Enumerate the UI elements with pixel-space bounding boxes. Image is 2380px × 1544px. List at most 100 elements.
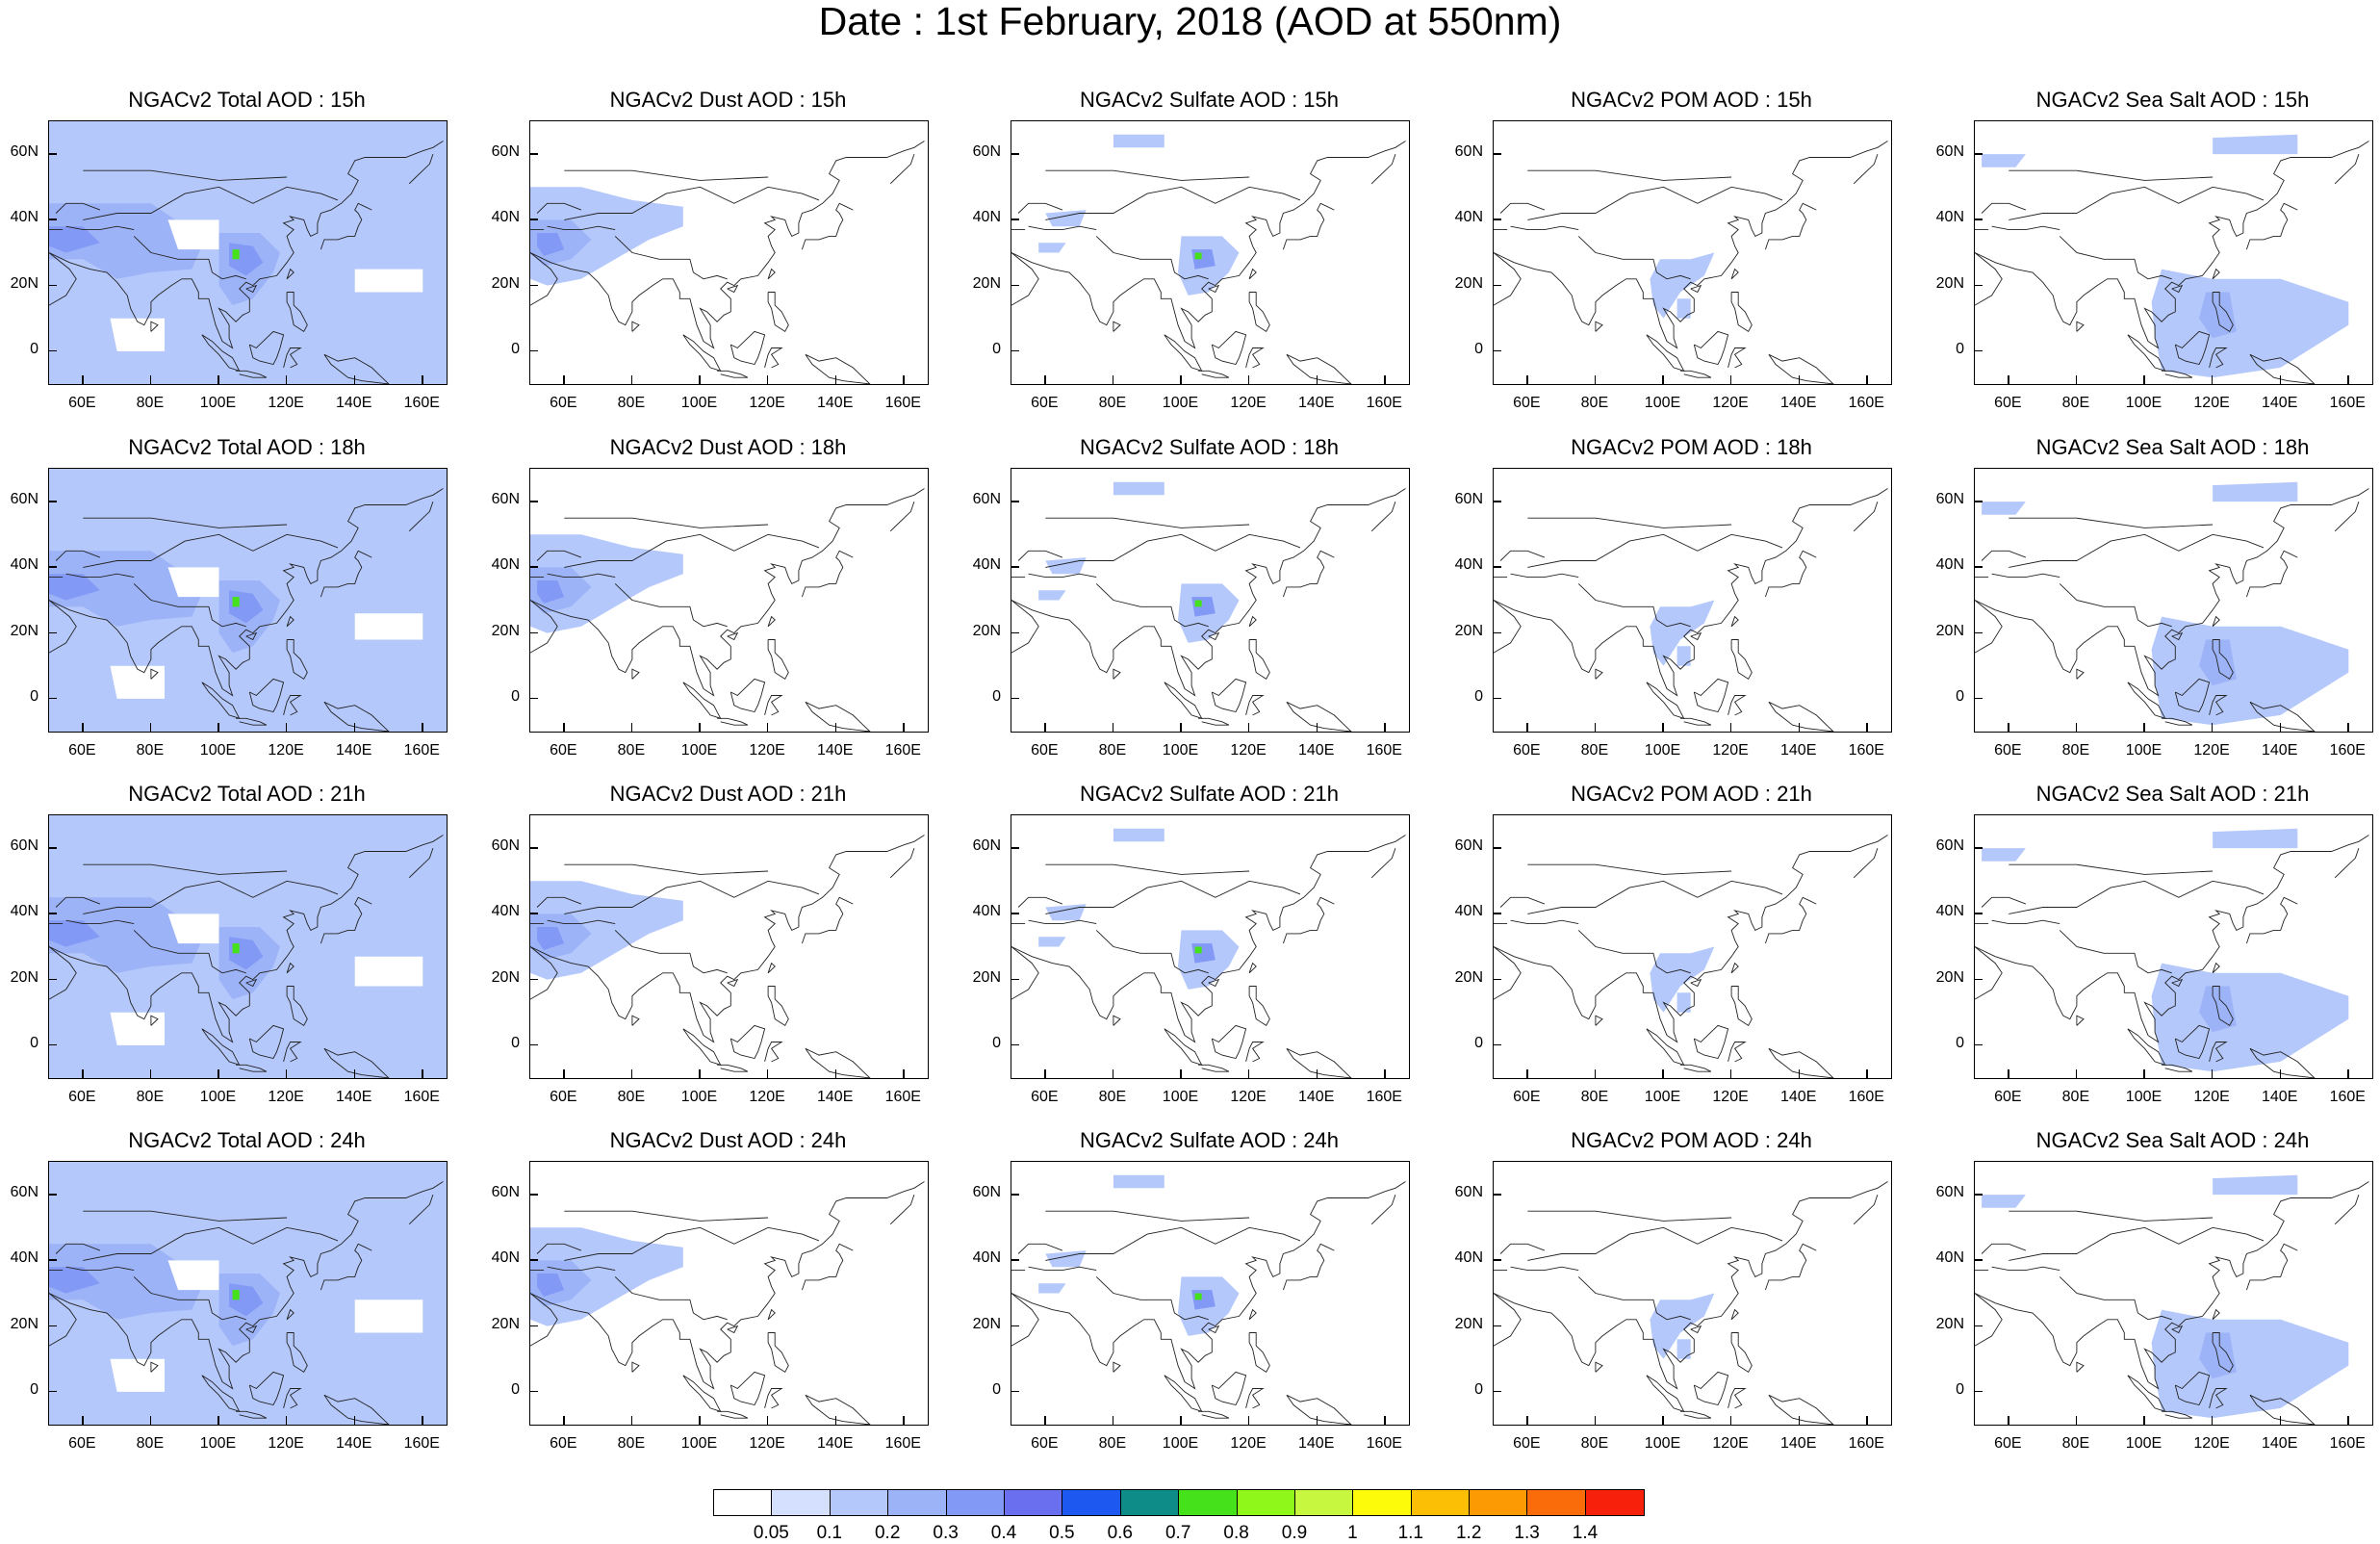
lon-tick-label: 140E [336,395,372,411]
coastline [1208,1325,1220,1334]
coastline [49,141,444,349]
coastline [2162,370,2193,378]
aod-contour [2213,134,2298,155]
map-plot-area [529,468,929,733]
coastline [1527,1226,1783,1261]
lat-tick-label: 60N [972,837,1001,855]
aod-contour [110,318,165,351]
lat-tick-label: 20N [1454,274,1483,292]
aod-contour [2213,1174,2298,1196]
coastline [717,1064,749,1072]
coastline [889,1194,915,1225]
coastline [614,1276,728,1321]
lon-tick-label: 140E [817,395,854,411]
coastline [2174,330,2211,366]
lon-tick [2075,1069,2078,1078]
coastline [408,1194,434,1225]
lon-tick [353,723,356,732]
aod-contour [354,269,423,293]
coastline [530,577,545,579]
coastline [767,292,789,333]
lon-tick-label: 60E [68,395,96,411]
lon-tick-label: 100E [1644,395,1681,411]
lon-tick [1730,375,1732,384]
lon-tick [767,1069,769,1078]
coastline [1198,370,1230,378]
coastline [1577,236,1691,280]
coastline [1028,1266,1097,1272]
coastline [1975,946,2003,1000]
lat-tick-label: 40N [972,1249,1001,1267]
coastline [1164,1028,1203,1067]
aod-contour [530,881,683,980]
colorbar-label: 1 [1347,1523,1358,1543]
coastline [2171,284,2184,294]
coastline [408,153,434,185]
colorbar-swatch [714,1490,773,1515]
lon-tick [1180,1069,1182,1078]
coastline [530,141,925,349]
lon-tick [1798,1069,1801,1078]
map-panel: NGACv2 Dust AOD : 21h 60N 40N 20N 0 60E 80E 100… [492,783,929,1105]
lat-tick [1974,847,1983,849]
lat-tick [1011,913,1019,914]
coastline [1693,330,1729,366]
lon-tick-label: 60E [1031,1089,1059,1105]
lon-tick-label: 160E [1848,1435,1884,1452]
lon-tick-label: 100E [2125,1089,2162,1105]
map-panel: NGACv2 Sulfate AOD : 24h 60N 40N 20N 0 60E 80E… [973,1129,1410,1452]
coastline [1764,550,1817,598]
panel-title: NGACv2 POM AOD : 21h [1571,782,1812,806]
lat-tick-label: 20N [10,622,38,639]
lon-tick-label: 100E [680,395,718,411]
aod-contour [1650,252,1715,319]
coastline [1282,1243,1335,1291]
aod-contour [1045,904,1087,921]
colorbar-label: 1.3 [1514,1523,1540,1543]
coastline [2334,501,2360,532]
lat-tick-label: 20N [1454,622,1483,639]
lat-tick-label: 60N [10,491,38,508]
map-panel: NGACv2 Sulfate AOD : 18h 60N 40N 20N 0 60E 80E… [973,436,1410,759]
coastline [631,321,640,332]
coastline [248,1371,285,1406]
coastline [805,701,871,732]
coastline [614,930,728,974]
aod-contour [232,597,240,607]
colorbar-label: 0.7 [1164,1523,1191,1543]
coastline [236,1064,268,1072]
aod-map [1975,1174,2369,1425]
lon-tick-label: 120E [749,395,785,411]
coastline [1095,583,1209,628]
aod-map [1975,134,2369,384]
coastline [1730,268,1739,280]
lon-tick [2347,723,2349,732]
coastline [727,978,739,988]
coastline [1045,186,1301,220]
coastline [55,896,101,908]
lat-tick-label: 20N [10,1315,38,1332]
aod-map [1011,1174,1406,1425]
coastline [1693,1371,1729,1406]
coastline [1198,717,1230,726]
aod-contour [537,1274,565,1297]
coastline [1286,701,1352,732]
coastline [1690,631,1702,641]
lon-tick [1662,723,1664,732]
lat-tick [48,1259,57,1261]
coastline [236,1410,268,1419]
lat-tick-label: 40N [1935,209,1964,226]
lon-tick [2279,723,2282,732]
lat-tick-label: 0 [30,1034,38,1051]
coastline [323,353,390,384]
coastline [1248,1308,1257,1321]
lon-tick-label: 120E [1712,1089,1749,1105]
coastline [2249,701,2316,732]
lat-tick [48,349,57,352]
lon-tick [903,1069,905,1078]
lon-tick [2347,1069,2349,1078]
coastline [1248,268,1257,280]
coastline [323,701,390,732]
lat-tick [1011,631,1019,634]
coastline [801,202,854,250]
